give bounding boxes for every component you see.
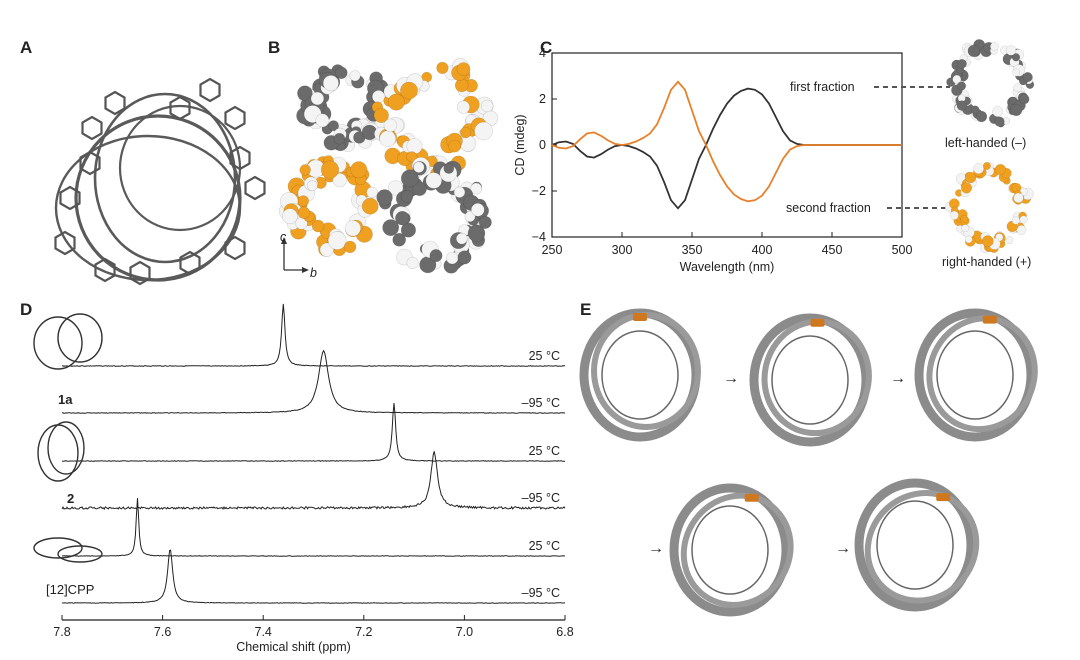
cd-y-tick-label: −4 bbox=[532, 230, 546, 244]
nmr-x-tick-label: 7.2 bbox=[355, 625, 372, 639]
compound-label-1a: 1a bbox=[58, 392, 73, 407]
cd-y-tick-label: 2 bbox=[539, 92, 546, 106]
compound-sketch-ring bbox=[47, 421, 85, 475]
nmr-spectrum-trace bbox=[61, 403, 566, 462]
nmr-spectrum-trace bbox=[61, 303, 566, 367]
compound-sketch-ring bbox=[57, 545, 103, 563]
panel-b-letter: B bbox=[268, 38, 281, 57]
compound-label-2: 2 bbox=[67, 491, 75, 506]
cd-x-tick-label: 500 bbox=[892, 243, 913, 257]
panel-b-axes bbox=[281, 237, 309, 273]
cd-series-line-1 bbox=[551, 87, 902, 210]
panel-c-right-handed-model bbox=[944, 161, 1034, 254]
left-handed-label: left-handed (–) bbox=[945, 136, 1027, 150]
nmr-temperature-label: –95 °C bbox=[522, 396, 560, 410]
nmr-temperature-label: –95 °C bbox=[522, 586, 560, 600]
panel-c-cd-chart: 250 300 350 400 450 500 −4 −2 0 2 4 Wavelength (nm)… bbox=[513, 46, 950, 274]
cd-y-tick-label: 0 bbox=[539, 138, 546, 152]
cd-x-tick-label: 300 bbox=[612, 243, 633, 257]
rotation-step-molecule bbox=[914, 308, 1038, 442]
sequence-arrow-3: → bbox=[648, 540, 664, 557]
rotation-step-molecule bbox=[854, 478, 980, 612]
sequence-arrow-2: → bbox=[890, 370, 906, 387]
cd-y-tick-label: −2 bbox=[532, 184, 546, 198]
nmr-temperature-label: 25 °C bbox=[529, 539, 560, 553]
nmr-x-tick-label: 7.0 bbox=[456, 625, 473, 639]
nmr-spectrum-trace bbox=[61, 549, 566, 604]
rotation-step-molecule bbox=[579, 308, 701, 442]
panel-a-letter: A bbox=[20, 38, 33, 57]
panel-e-rotation-sequence bbox=[579, 308, 1038, 617]
cd-y-axis-label: CD (mdeg) bbox=[513, 114, 527, 175]
right-handed-label: right-handed (+) bbox=[942, 255, 1032, 269]
sequence-arrow-1: → bbox=[723, 370, 739, 387]
nmr-spectrum-trace bbox=[61, 498, 566, 557]
nmr-x-tick-label: 7.8 bbox=[53, 625, 70, 639]
panel-b-space-filling-model bbox=[278, 58, 499, 274]
panel-a-crystal-structure bbox=[54, 77, 266, 286]
nmr-spectrum-trace bbox=[61, 349, 565, 414]
panel-d-nmr-chart: 25 °C –95 °C 25 °C –95 °C 25 °C –95 °C 7.8 7.6 7… bbox=[33, 303, 574, 654]
nmr-x-tick-label: 7.4 bbox=[255, 625, 272, 639]
nmr-x-tick-label: 6.8 bbox=[556, 625, 573, 639]
nmr-temperature-label: 25 °C bbox=[529, 349, 560, 363]
compound-sketch-ring bbox=[33, 537, 83, 559]
panel-c-letter: C bbox=[540, 38, 553, 57]
panel-e-letter: E bbox=[580, 300, 592, 319]
compound-sketch-ring bbox=[33, 316, 83, 370]
cd-y-tick-label: 4 bbox=[539, 46, 546, 60]
panel-d-letter: D bbox=[20, 300, 33, 319]
rotation-step-molecule bbox=[749, 313, 872, 447]
panel-b-axis-b: b bbox=[310, 266, 317, 280]
nmr-temperature-label: 25 °C bbox=[529, 444, 560, 458]
panel-b-axis-c: c bbox=[280, 230, 287, 244]
nmr-x-axis-label: Chemical shift (ppm) bbox=[236, 640, 351, 654]
cd-x-tick-label: 400 bbox=[752, 243, 773, 257]
sequence-arrow-4: → bbox=[835, 540, 851, 557]
cd-series-line-2 bbox=[551, 80, 902, 203]
compound-sketch-ring bbox=[57, 313, 103, 363]
rotation-step-molecule bbox=[669, 483, 794, 617]
cd-x-tick-label: 350 bbox=[682, 243, 703, 257]
nmr-x-tick-label: 7.6 bbox=[154, 625, 171, 639]
cd-series-label-2: second fraction bbox=[786, 201, 871, 215]
cd-x-tick-label: 250 bbox=[542, 243, 563, 257]
nmr-spectrum-trace bbox=[61, 451, 566, 511]
cd-x-axis-label: Wavelength (nm) bbox=[680, 260, 775, 274]
compound-label-12cpp: [12]CPP bbox=[46, 582, 95, 597]
nmr-temperature-label: –95 °C bbox=[522, 491, 560, 505]
cd-series-label-1: first fraction bbox=[790, 80, 855, 94]
cd-x-tick-label: 450 bbox=[822, 243, 843, 257]
panel-c-left-handed-model bbox=[946, 39, 1035, 128]
